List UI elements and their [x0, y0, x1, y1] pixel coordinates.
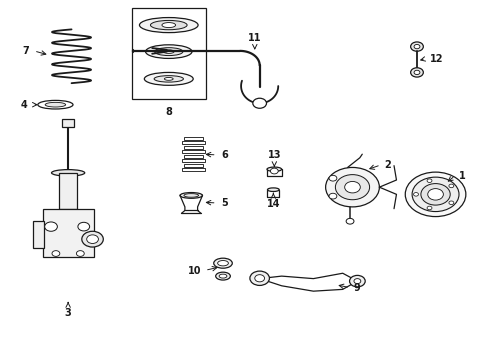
Ellipse shape [145, 72, 193, 85]
Circle shape [354, 279, 361, 284]
Text: 14: 14 [267, 199, 280, 209]
Ellipse shape [180, 193, 202, 198]
Circle shape [428, 189, 443, 200]
Ellipse shape [268, 188, 279, 192]
Bar [43, 209, 94, 257]
Bar [184, 155, 203, 158]
Bar [62, 119, 74, 127]
Ellipse shape [216, 272, 230, 280]
Bar [184, 137, 203, 140]
Ellipse shape [140, 18, 198, 33]
Text: 1: 1 [459, 171, 466, 181]
Bar [33, 221, 44, 248]
Bar [182, 168, 205, 171]
Bar [59, 173, 77, 210]
Circle shape [335, 175, 369, 200]
Circle shape [349, 275, 365, 287]
Text: 10: 10 [188, 266, 201, 276]
Text: 2: 2 [385, 160, 392, 170]
Bar [184, 146, 203, 149]
Ellipse shape [146, 45, 192, 58]
Text: 9: 9 [353, 283, 360, 293]
Circle shape [76, 251, 84, 256]
Circle shape [346, 219, 354, 224]
Ellipse shape [150, 21, 187, 30]
Text: 4: 4 [21, 100, 27, 110]
Bar [184, 164, 203, 167]
Text: 6: 6 [221, 150, 228, 160]
Circle shape [329, 175, 337, 181]
Circle shape [412, 177, 459, 212]
Circle shape [250, 271, 270, 285]
Ellipse shape [38, 100, 73, 109]
Ellipse shape [163, 50, 174, 53]
Circle shape [52, 251, 60, 256]
Circle shape [411, 42, 423, 51]
Bar [182, 150, 205, 153]
Ellipse shape [162, 23, 175, 28]
Circle shape [78, 222, 90, 231]
Text: 8: 8 [165, 107, 172, 117]
Ellipse shape [155, 48, 183, 55]
Circle shape [427, 179, 432, 183]
Circle shape [344, 181, 360, 193]
Ellipse shape [154, 76, 183, 82]
Ellipse shape [184, 194, 198, 197]
Circle shape [421, 184, 450, 205]
Circle shape [414, 70, 420, 75]
Circle shape [270, 168, 278, 174]
Text: 5: 5 [221, 198, 228, 208]
Text: 12: 12 [430, 54, 443, 64]
Circle shape [255, 275, 265, 282]
Circle shape [449, 184, 454, 188]
Circle shape [414, 193, 418, 196]
Circle shape [87, 235, 98, 243]
Text: 3: 3 [65, 308, 72, 318]
Circle shape [82, 231, 103, 247]
Ellipse shape [45, 102, 66, 107]
Text: 11: 11 [248, 33, 262, 43]
Circle shape [253, 98, 267, 108]
Ellipse shape [218, 261, 228, 266]
Circle shape [329, 193, 337, 199]
Circle shape [411, 68, 423, 77]
Bar [132, 8, 206, 99]
Ellipse shape [219, 274, 227, 278]
Ellipse shape [51, 170, 85, 176]
Circle shape [405, 172, 466, 217]
Circle shape [414, 44, 420, 49]
Circle shape [449, 201, 454, 204]
Bar [182, 159, 205, 162]
Circle shape [427, 206, 432, 210]
Text: 13: 13 [268, 150, 281, 160]
Ellipse shape [267, 167, 282, 171]
Ellipse shape [214, 258, 232, 268]
Bar [182, 141, 205, 144]
Text: 7: 7 [22, 46, 29, 55]
Circle shape [45, 222, 57, 231]
Ellipse shape [164, 77, 173, 80]
Circle shape [326, 167, 379, 207]
